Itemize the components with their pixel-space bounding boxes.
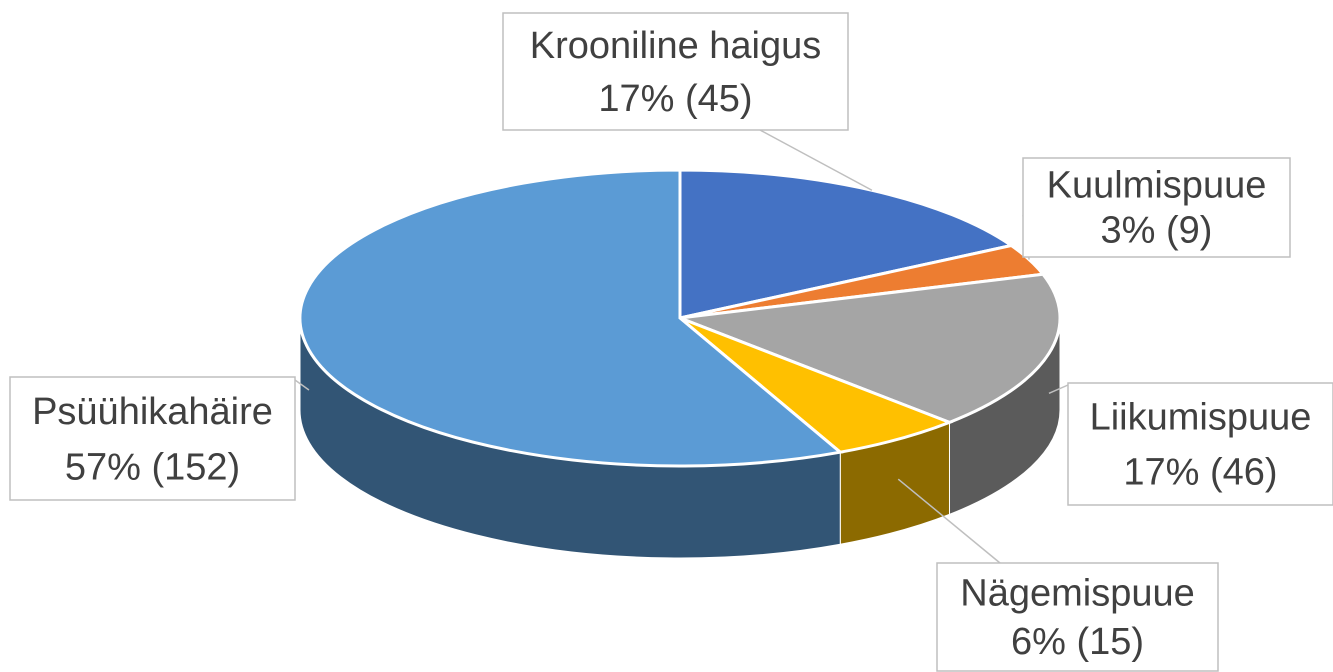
label-box xyxy=(502,12,849,131)
slice xyxy=(679,272,1062,424)
data-label-value: 6% (15) xyxy=(1011,621,1144,663)
data-label-value: 57% (152) xyxy=(65,446,240,488)
label-box xyxy=(9,376,296,501)
label-box xyxy=(936,562,1219,672)
data-label-name: Krooniline haigus xyxy=(530,25,822,67)
data-label-name: Nägemispuue xyxy=(960,572,1194,614)
label-box xyxy=(1022,157,1291,258)
slice xyxy=(298,168,844,468)
data-label-name: Kuulmispuue xyxy=(1047,165,1267,207)
label-box xyxy=(1067,382,1333,506)
data-label-value: 3% (9) xyxy=(1101,209,1213,251)
leader-line xyxy=(294,379,310,391)
data-label-name: Liikumispuue xyxy=(1090,397,1312,439)
data-label-value: 17% (45) xyxy=(598,78,752,120)
slice xyxy=(679,316,954,454)
data-label-name: Psüühikahäire xyxy=(32,391,273,433)
leader-line xyxy=(1048,384,1069,395)
data-label-value: 17% (46) xyxy=(1123,452,1277,494)
leader-line xyxy=(897,478,1001,564)
leader-line xyxy=(759,129,873,191)
